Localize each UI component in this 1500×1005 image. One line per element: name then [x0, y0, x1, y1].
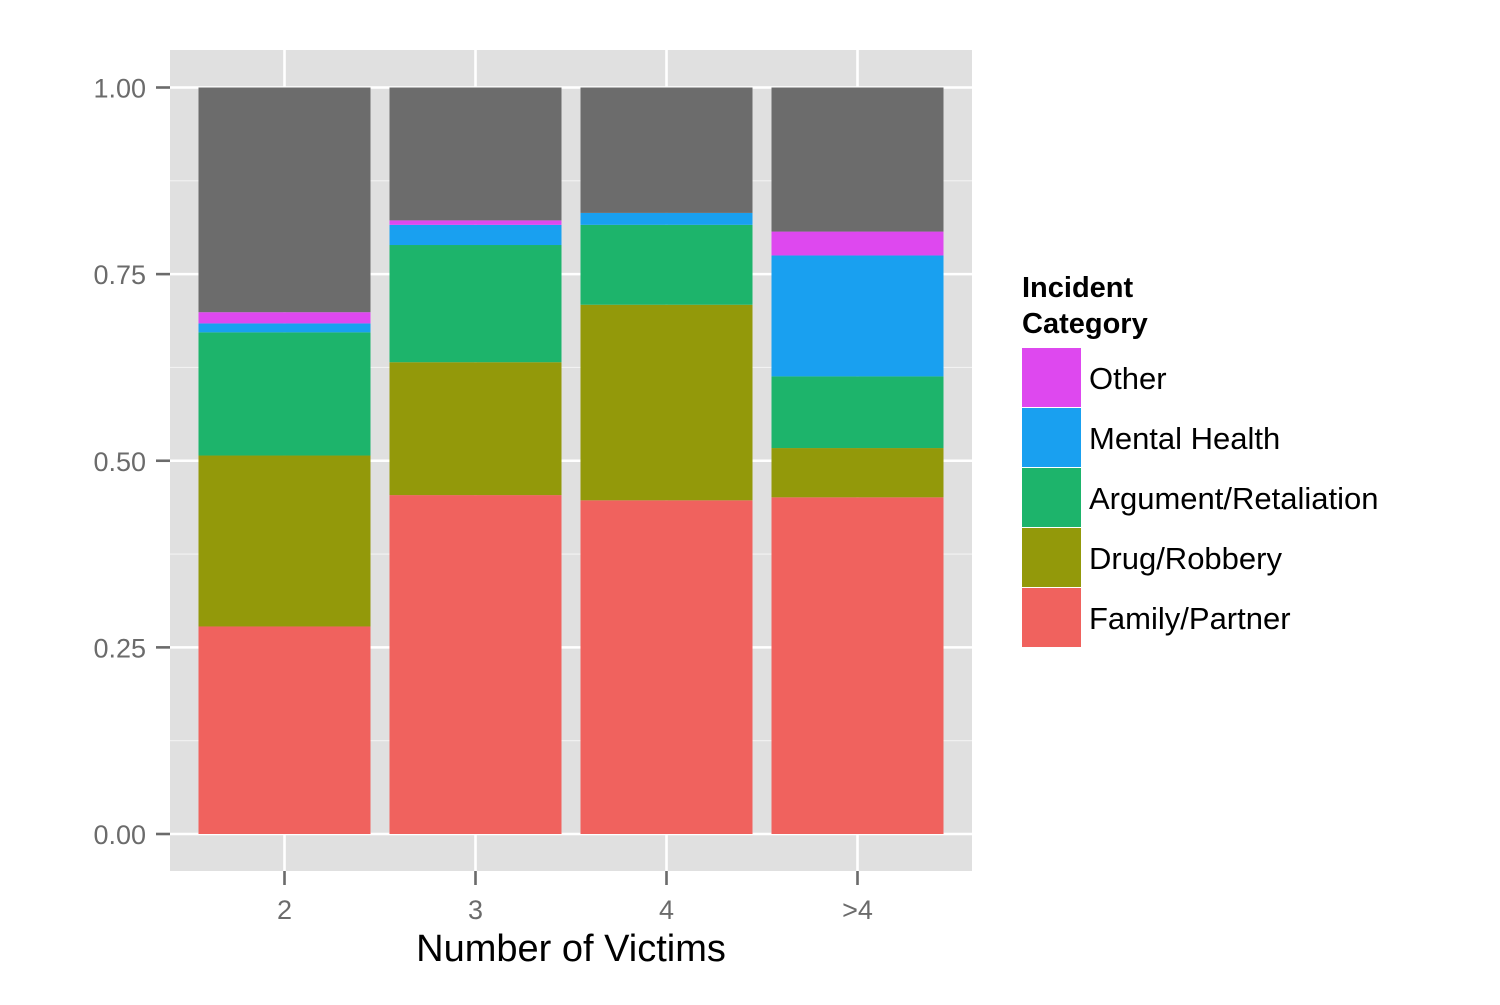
bar-4-family-partner: [580, 500, 753, 834]
bar-3-other: [389, 220, 562, 225]
bar-2-unlabeled-series: [198, 87, 371, 313]
legend: Incident Category Other Mental Health Argu…: [1022, 272, 1379, 647]
x-tick-label: 2: [277, 895, 292, 925]
bar-3-unlabeled-series: [389, 87, 562, 221]
bar-4-unlabeled-series: [771, 87, 944, 232]
bar-4-mental-health: [771, 255, 944, 377]
y-tick-label: 0.50: [93, 447, 146, 477]
bar-2-drug-robbery: [198, 455, 371, 627]
y-tick-label: 0.00: [93, 820, 146, 850]
x-tick-label: 3: [468, 895, 483, 925]
y-tick-label: 1.00: [93, 74, 146, 104]
legend-key-other: [1022, 348, 1081, 407]
legend-label-family-partner: Family/Partner: [1089, 601, 1291, 636]
bar-2-family-partner: [198, 626, 371, 834]
legend-key-family-partner: [1022, 588, 1081, 647]
bar-2-other: [198, 312, 371, 324]
legend-label-argument-retaliation: Argument/Retaliation: [1089, 481, 1379, 516]
bars-layer: [198, 87, 944, 834]
bar-3-drug-robbery: [389, 362, 562, 496]
bar-4-other: [771, 231, 944, 256]
x-tick-label: 4: [659, 895, 674, 925]
bar-3-argument-retaliation: [389, 245, 562, 363]
x-tick-label: >4: [842, 895, 873, 925]
bar-3-family-partner: [389, 495, 562, 834]
legend-label-mental-health: Mental Health: [1089, 421, 1280, 456]
bar-4-unlabeled-series: [580, 87, 753, 213]
bar-4-argument-retaliation: [580, 224, 753, 305]
bar-4-mental-health: [580, 212, 753, 225]
axes-layer: 0.00 0.25 0.50 0.75 1.00 2 3 4 >4: [93, 74, 872, 926]
legend-key-drug-robbery: [1022, 528, 1081, 587]
legend-key-argument-retaliation: [1022, 468, 1081, 527]
legend-title-line-1: Incident: [1022, 272, 1134, 304]
legend-label-other: Other: [1089, 361, 1167, 396]
legend-key-mental-health: [1022, 408, 1081, 467]
y-tick-label: 0.25: [93, 633, 146, 663]
bar-4-argument-retaliation: [771, 376, 944, 449]
x-axis-title: Number of Victims: [416, 928, 726, 970]
bar-2-mental-health: [198, 323, 371, 333]
legend-title-line-2: Category: [1022, 308, 1148, 340]
bar-4-family-partner: [771, 497, 944, 834]
legend-label-drug-robbery: Drug/Robbery: [1089, 541, 1282, 576]
y-tick-label: 0.75: [93, 260, 146, 290]
bar-4-drug-robbery: [580, 304, 753, 501]
bar-4-drug-robbery: [771, 448, 944, 498]
bar-2-argument-retaliation: [198, 332, 371, 456]
bar-3-mental-health: [389, 224, 562, 246]
